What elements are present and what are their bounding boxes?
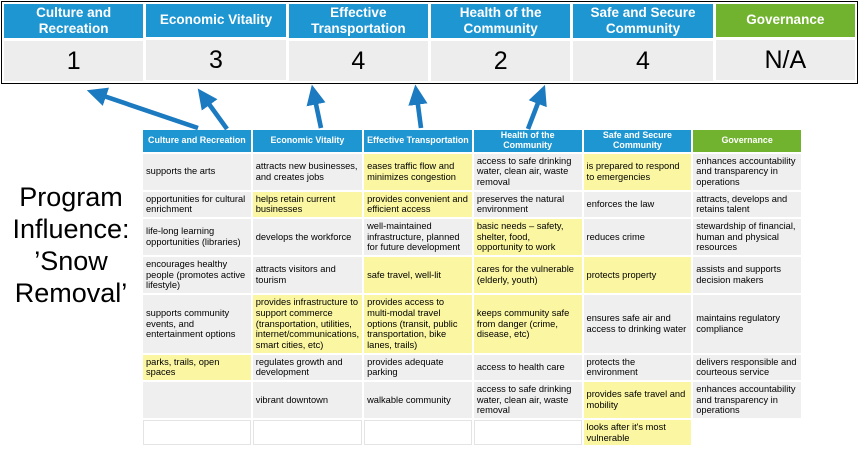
summary-column: Effective Transportation 4 [288,4,428,82]
matrix-cell: provides adequate parking [364,354,472,380]
matrix-cell [473,420,582,446]
matrix-header-cell: Economic Vitality [252,130,363,152]
summary-header: Health of the Community [430,4,571,39]
matrix-header-cell: Health of the Community [473,130,582,152]
summary-column: Governance N/A [715,4,855,81]
matrix-cell: regulates growth and development [252,354,363,380]
matrix-cell: basic needs – safety, shelter, food, opp… [473,219,582,256]
summary-value: 3 [146,40,286,80]
matrix-cell: provides infrastructure to support comme… [252,295,363,353]
matrix-cell: access to health care [473,354,582,380]
matrix-cell: attracts visitors and tourism [252,257,363,294]
matrix-cell: develops the workforce [252,219,363,256]
matrix-cell: ensures safe air and access to drinking … [583,295,692,353]
matrix-cell: reduces crime [583,219,692,256]
matrix-cell: access to safe drinking water, clean air… [473,153,582,190]
matrix-cell: looks after it's most vulnerable [583,420,692,446]
summary-column: Culture and Recreation 1 [4,4,144,82]
up-arrow-icon [306,84,326,129]
matrix-cell: assists and supports decision makers [693,257,801,294]
matrix-cell: enforces the law [583,191,692,218]
summary-block: Culture and Recreation 1 Economic Vitality… [1,1,858,85]
matrix-cell: stewardship of financial, human and phys… [693,219,801,256]
matrix-cell: is prepared to respond to emergencies [583,153,692,190]
matrix-cell: eases traffic flow and minimizes congest… [364,153,472,190]
up-arrows [86,84,547,131]
matrix-header-cell: Governance [693,130,801,152]
up-arrow-icon [408,84,428,129]
matrix-cell: attracts new businesses, and creates job… [252,153,363,190]
matrix-cell: well-maintained infrastructure, planned … [364,219,472,256]
matrix-table: Culture and Recreation Economic Vitality E… [143,130,801,446]
matrix-cell: opportunities for cultural enrichment [143,191,251,218]
matrix-cell: safe travel, well-lit [364,257,472,294]
matrix-cell: supports the arts [143,153,251,190]
program-title: Program Influence: ’Snow Removal’ [12,182,130,308]
matrix-cell: maintains regulatory compliance [693,295,801,353]
matrix-cell: supports community events, and entertain… [143,295,251,353]
matrix-cell: helps retain current businesses [252,191,363,218]
summary-value: 2 [430,41,571,82]
matrix-cell: walkable community [364,381,472,419]
matrix-cell: delivers responsible and courteous servi… [693,354,801,380]
matrix-cell: enhances accountability and transparency… [693,381,801,419]
summary-column: Safe and Secure Community 4 [573,4,713,82]
matrix-cell [252,420,363,446]
matrix-cell: protects the environment [583,354,692,380]
matrix-header-cell: Safe and Secure Community [583,130,692,152]
matrix-cell: attracts, develops and retains talent [693,191,801,218]
summary-value: 1 [4,41,144,82]
matrix-cell: keeps community safe from danger (crime,… [473,295,582,353]
up-right-arrow-icon [525,84,547,130]
matrix-cell: enhances accountability and transparency… [693,153,801,190]
summary-value: N/A [715,40,855,80]
matrix-cell: parks, trails, open spaces [143,354,251,380]
summary-header: Governance [715,4,855,37]
summary-column: Health of the Community 2 [430,4,571,82]
matrix-cell: provides safe travel and mobility [583,381,692,419]
summary-column: Economic Vitality 3 [146,4,286,81]
summary-value: 4 [288,41,428,82]
matrix-cell: preserves the natural environment [473,191,582,218]
matrix-cell: access to safe drinking water, clean air… [473,381,582,419]
matrix-cell: provides convenient and efficient access [364,191,472,218]
matrix-cell: vibrant downtown [252,381,363,419]
matrix-cell [143,420,251,446]
matrix-header-cell: Effective Transportation [364,130,472,152]
summary-header: Safe and Secure Community [573,4,713,39]
matrix-cell: life-long learning opportunities (librar… [143,219,251,256]
up-left-arrow-icon [86,87,199,131]
matrix-cell: provides access to multi-modal travel op… [364,295,472,353]
matrix-cell [693,420,801,446]
matrix-cell [143,381,251,419]
matrix-header-cell: Culture and Recreation [143,130,251,152]
matrix-cell: cares for the vulnerable (elderly, youth… [473,257,582,294]
matrix-cell [364,420,472,446]
summary-header: Effective Transportation [288,4,428,39]
matrix-cell: protects property [583,257,692,294]
summary-header: Culture and Recreation [4,4,144,39]
matrix-cell: encourages healthy people (promotes acti… [143,257,251,294]
summary-value: 4 [573,41,713,82]
summary-header: Economic Vitality [146,4,286,37]
up-left-arrow-icon [197,88,229,131]
